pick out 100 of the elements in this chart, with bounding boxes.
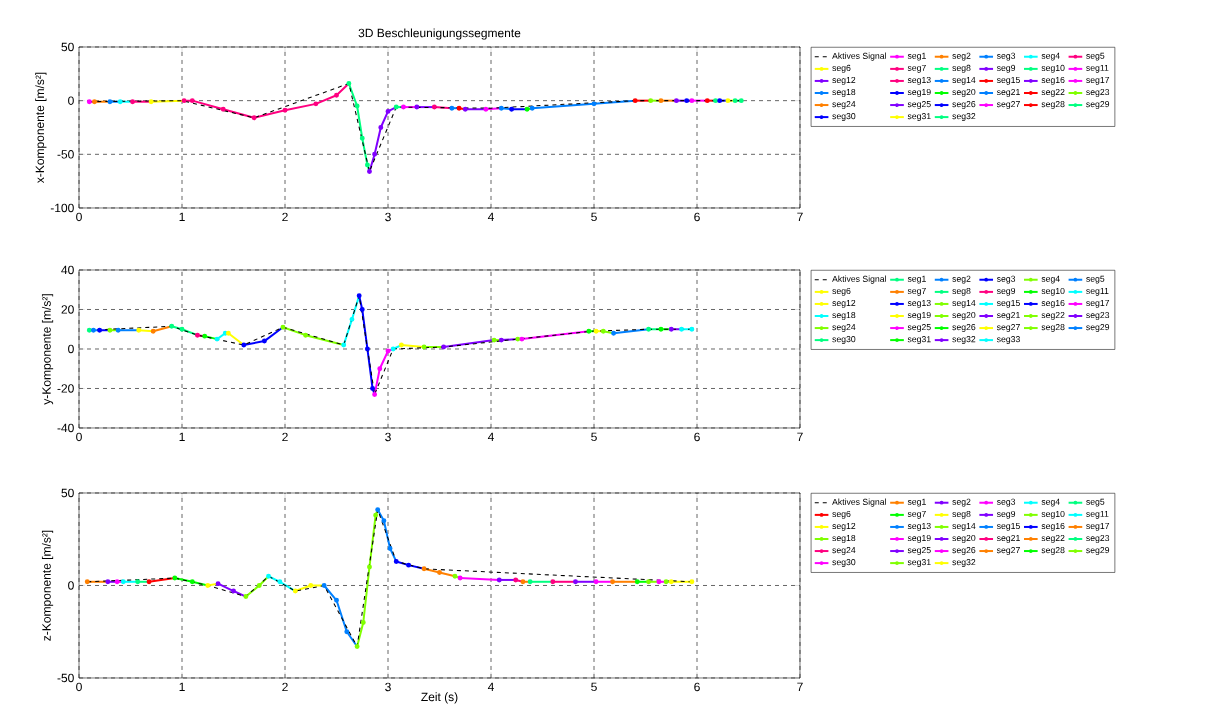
legend-label: seg32 (952, 559, 976, 567)
legend-label: seg16 (1041, 522, 1065, 531)
x-tick-label: 7 (797, 212, 803, 221)
legend-label: seg1 (907, 498, 926, 507)
point (646, 579, 652, 585)
point (593, 579, 599, 585)
x-tick-label: 1 (179, 432, 185, 441)
point (406, 562, 412, 568)
legend-label: seg26 (952, 101, 976, 109)
legend-label: seg22 (1041, 88, 1065, 97)
point (277, 579, 283, 585)
legend-label: seg16 (1041, 299, 1065, 308)
point (370, 386, 376, 391)
point (148, 99, 154, 105)
x-tick-label: 1 (179, 682, 185, 691)
point (498, 337, 504, 343)
x-tick-label: 5 (591, 212, 597, 222)
point (179, 326, 185, 332)
point (398, 342, 404, 348)
legend-label: seg11 (1086, 287, 1109, 296)
legend-label: seg7 (907, 64, 926, 73)
legend-label: seg22 (1041, 534, 1065, 543)
point (117, 99, 123, 105)
y-tick-label: 0 (68, 344, 74, 354)
point (308, 583, 314, 588)
legend-label: seg17 (1086, 522, 1110, 531)
legend-label: seg25 (907, 547, 931, 555)
legend-label: seg17 (1086, 76, 1110, 85)
point (360, 620, 366, 625)
point (373, 512, 379, 518)
legend-label: seg3 (996, 498, 1016, 507)
point (375, 507, 381, 513)
legend-label: seg30 (832, 559, 856, 567)
y-tick-label: -40 (57, 423, 74, 433)
legend-label: seg3 (996, 275, 1016, 284)
legend-label: seg5 (1086, 275, 1105, 284)
point (215, 581, 221, 587)
legend-label: seg9 (996, 287, 1016, 296)
chart-title: 3D Beschleunigungssegmente (358, 28, 521, 40)
point (107, 327, 113, 333)
legend-label: seg14 (952, 522, 976, 531)
point (610, 579, 616, 585)
legend-label: seg16 (1041, 76, 1065, 85)
legend-label: seg23 (1086, 534, 1110, 543)
x-tick-label: 3 (385, 682, 391, 692)
legend-label: seg26 (952, 547, 976, 555)
point (231, 588, 236, 594)
x-tick-label: 1 (179, 212, 185, 221)
legend-label: seg27 (996, 324, 1020, 332)
legend-label: seg5 (1086, 52, 1105, 61)
point (393, 558, 399, 564)
point (414, 104, 420, 110)
x-tick-label: 3 (385, 432, 391, 442)
legend-label: seg25 (907, 101, 931, 109)
point (385, 348, 391, 354)
point (181, 98, 187, 104)
x-tick-label: 7 (797, 432, 803, 441)
legend-label: seg29 (1086, 101, 1110, 109)
legend-label: seg33 (996, 336, 1020, 344)
legend-label: seg7 (907, 510, 926, 519)
legend-label: seg10 (1041, 64, 1065, 73)
point (194, 332, 200, 338)
legend-label: seg25 (907, 324, 931, 332)
x-tick-label: 2 (282, 682, 288, 692)
legend-label: seg1 (907, 275, 926, 284)
point (136, 327, 142, 333)
legend-label: seg6 (832, 287, 851, 296)
point (738, 98, 744, 104)
legend-label: seg21 (996, 312, 1020, 320)
point (634, 579, 640, 585)
x-tick-label: 3 (385, 212, 391, 222)
legend-label: seg26 (952, 324, 976, 332)
point (313, 101, 319, 107)
legend-label: seg17 (1086, 299, 1110, 308)
point (689, 98, 695, 104)
point (135, 579, 141, 585)
legend-label: seg22 (1041, 312, 1065, 320)
legend-label: seg11 (1086, 510, 1109, 519)
point (114, 579, 120, 585)
legend-label: Aktives Signal (832, 275, 886, 284)
point (593, 328, 599, 334)
legend-label: seg31 (907, 113, 931, 121)
point (356, 293, 362, 299)
point (205, 583, 211, 588)
legend-label: seg19 (907, 88, 931, 97)
point (704, 98, 710, 104)
legend-label: seg18 (832, 312, 856, 320)
legend-label: Aktives Signal (832, 52, 886, 61)
legend-label: seg4 (1041, 275, 1060, 284)
point (354, 644, 360, 650)
y-tick-label: 0 (68, 96, 74, 105)
point (251, 115, 257, 121)
point (130, 99, 136, 105)
legend-label: seg32 (952, 336, 976, 344)
legend-label: seg15 (996, 76, 1020, 85)
legend-label: seg13 (907, 522, 931, 531)
x-tick-label: 5 (591, 432, 597, 442)
point (496, 577, 502, 583)
point (591, 101, 597, 107)
point (387, 546, 393, 551)
